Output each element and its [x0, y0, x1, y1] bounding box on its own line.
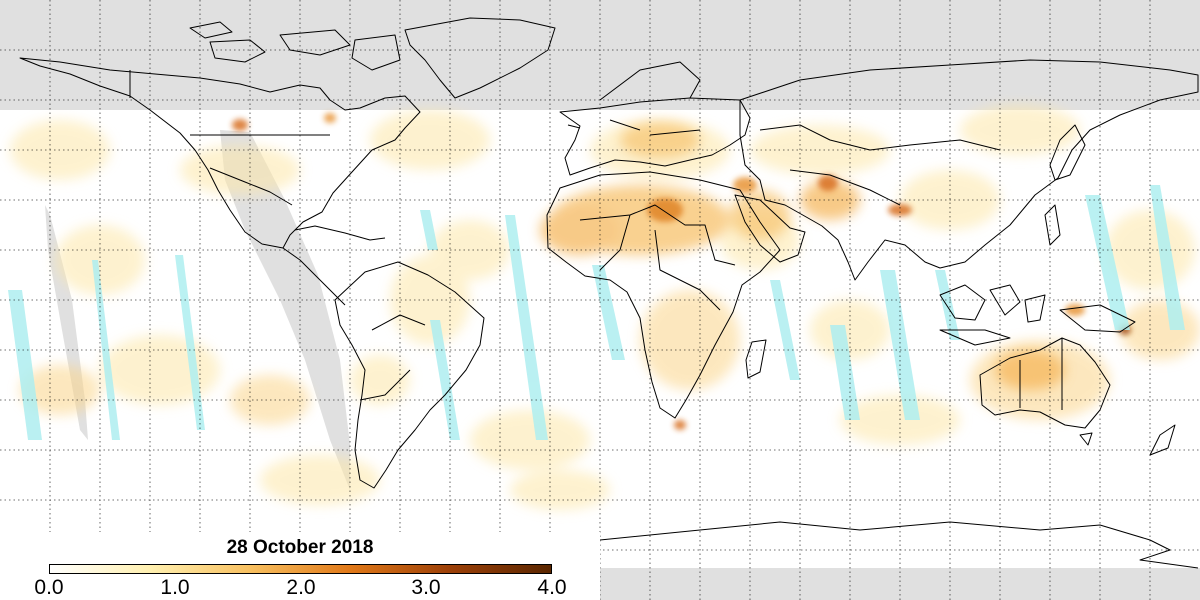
colorbar-tick-label: 0.0: [34, 576, 64, 599]
colorbar: [49, 564, 552, 574]
coastlines: [19, 17, 1199, 569]
colorbar-legend: 28 October 2018 0.0 1.0 2.0 3.0 4.0: [0, 532, 600, 600]
colorbar-tick-label: 2.0: [286, 576, 316, 599]
colorbar-tick-label: 4.0: [537, 576, 567, 599]
colorbar-tick-label: 3.0: [411, 576, 441, 599]
aerosol-field: [8, 105, 1200, 510]
colorbar-tick-label: 1.0: [160, 576, 190, 599]
legend-date-title: 28 October 2018: [226, 537, 374, 558]
